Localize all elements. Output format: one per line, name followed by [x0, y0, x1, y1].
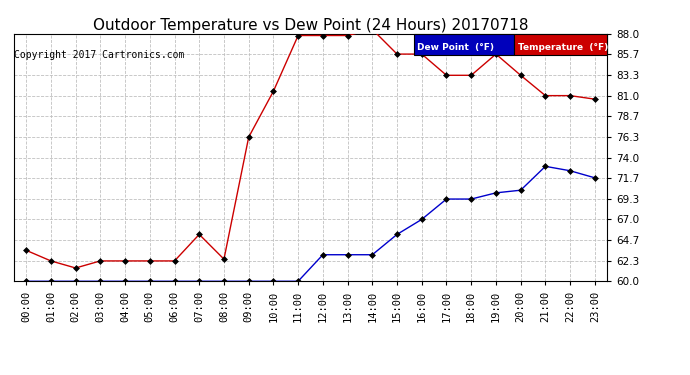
Text: Copyright 2017 Cartronics.com: Copyright 2017 Cartronics.com — [14, 50, 184, 60]
Text: Temperature  (°F): Temperature (°F) — [518, 43, 608, 52]
Text: Dew Point  (°F): Dew Point (°F) — [417, 43, 495, 52]
Title: Outdoor Temperature vs Dew Point (24 Hours) 20170718: Outdoor Temperature vs Dew Point (24 Hou… — [92, 18, 529, 33]
